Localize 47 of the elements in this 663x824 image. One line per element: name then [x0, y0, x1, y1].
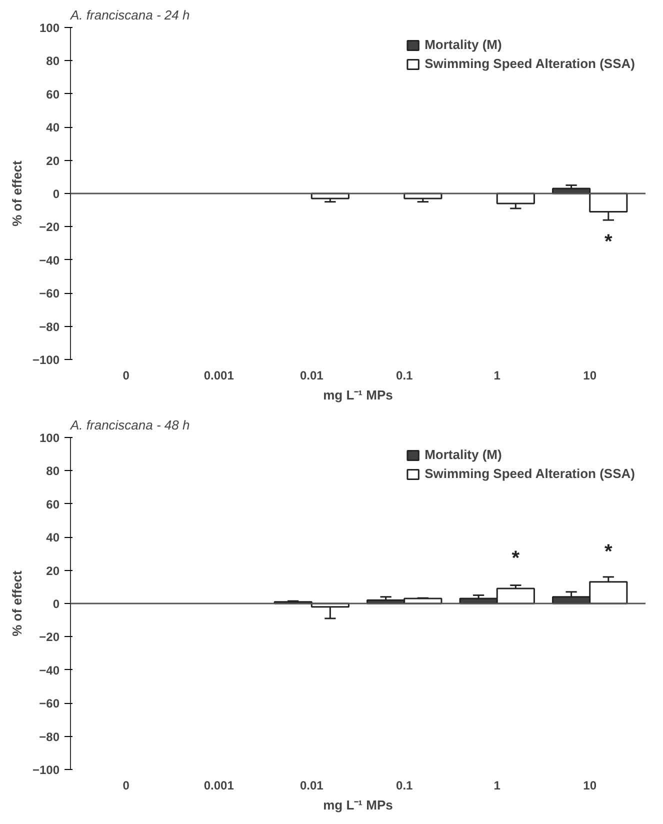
chart-title: A. franciscana - 24 h: [70, 8, 190, 22]
y-tick-label: 20: [46, 564, 60, 578]
x-tick-label: 10: [583, 368, 597, 382]
y-tick-label: 80: [46, 54, 60, 68]
x-axis-title: mg L⁻¹ MPs: [323, 798, 393, 812]
y-tick-label: 60: [46, 87, 60, 102]
y-tick-label: 100: [39, 431, 60, 445]
x-tick-label: 1: [494, 778, 501, 792]
x-tick-label: 0: [122, 368, 130, 382]
y-tick-label: 0: [52, 187, 60, 201]
x-tick-label: 0.1: [396, 778, 414, 792]
y-tick-label: 40: [46, 120, 60, 135]
x-tick-label: 0.1: [396, 368, 414, 382]
legend-label: Mortality (M): [424, 447, 502, 462]
annotation: *: [512, 548, 520, 570]
x-tick-label: 0: [122, 778, 130, 792]
y-tick-label: −60: [39, 696, 60, 711]
y-tick-label: 60: [46, 497, 60, 512]
y-tick-label: −20: [39, 630, 60, 644]
y-tick-label: −80: [39, 320, 60, 334]
x-axis-title: mg L⁻¹ MPs: [323, 388, 393, 402]
y-tick-label: −20: [39, 220, 60, 234]
y-tick-label: 20: [46, 154, 60, 168]
y-tick-label: 40: [46, 530, 60, 545]
x-tick-label: 0.001: [204, 368, 234, 382]
x-tick-label: 0.001: [204, 778, 234, 792]
y-tick-label: −80: [39, 730, 60, 744]
y-tick-label: −40: [39, 663, 60, 678]
annotation: *: [604, 230, 613, 253]
x-tick-label: 10: [583, 778, 597, 792]
annotation: *: [604, 540, 613, 563]
y-tick-label: 80: [46, 464, 60, 478]
y-tick-label: 100: [39, 21, 60, 35]
y-tick-label: −100: [32, 353, 60, 367]
x-tick-label: 0.01: [300, 368, 324, 382]
y-tick-label: −100: [32, 763, 60, 777]
x-tick-label: 0.01: [300, 778, 324, 792]
y-axis-title: % of effect: [9, 160, 24, 226]
y-tick-label: −40: [39, 253, 60, 268]
legend-label: Swimming Speed Alteration (SSA): [424, 56, 635, 71]
x-tick-label: 1: [494, 368, 501, 382]
y-axis-title: % of effect: [9, 570, 24, 636]
y-tick-label: −60: [39, 286, 60, 301]
legend-label: Mortality (M): [424, 37, 502, 52]
y-tick-label: 0: [52, 597, 60, 611]
legend-label: Swimming Speed Alteration (SSA): [424, 466, 635, 481]
chart-title: A. franciscana - 48 h: [70, 418, 190, 432]
